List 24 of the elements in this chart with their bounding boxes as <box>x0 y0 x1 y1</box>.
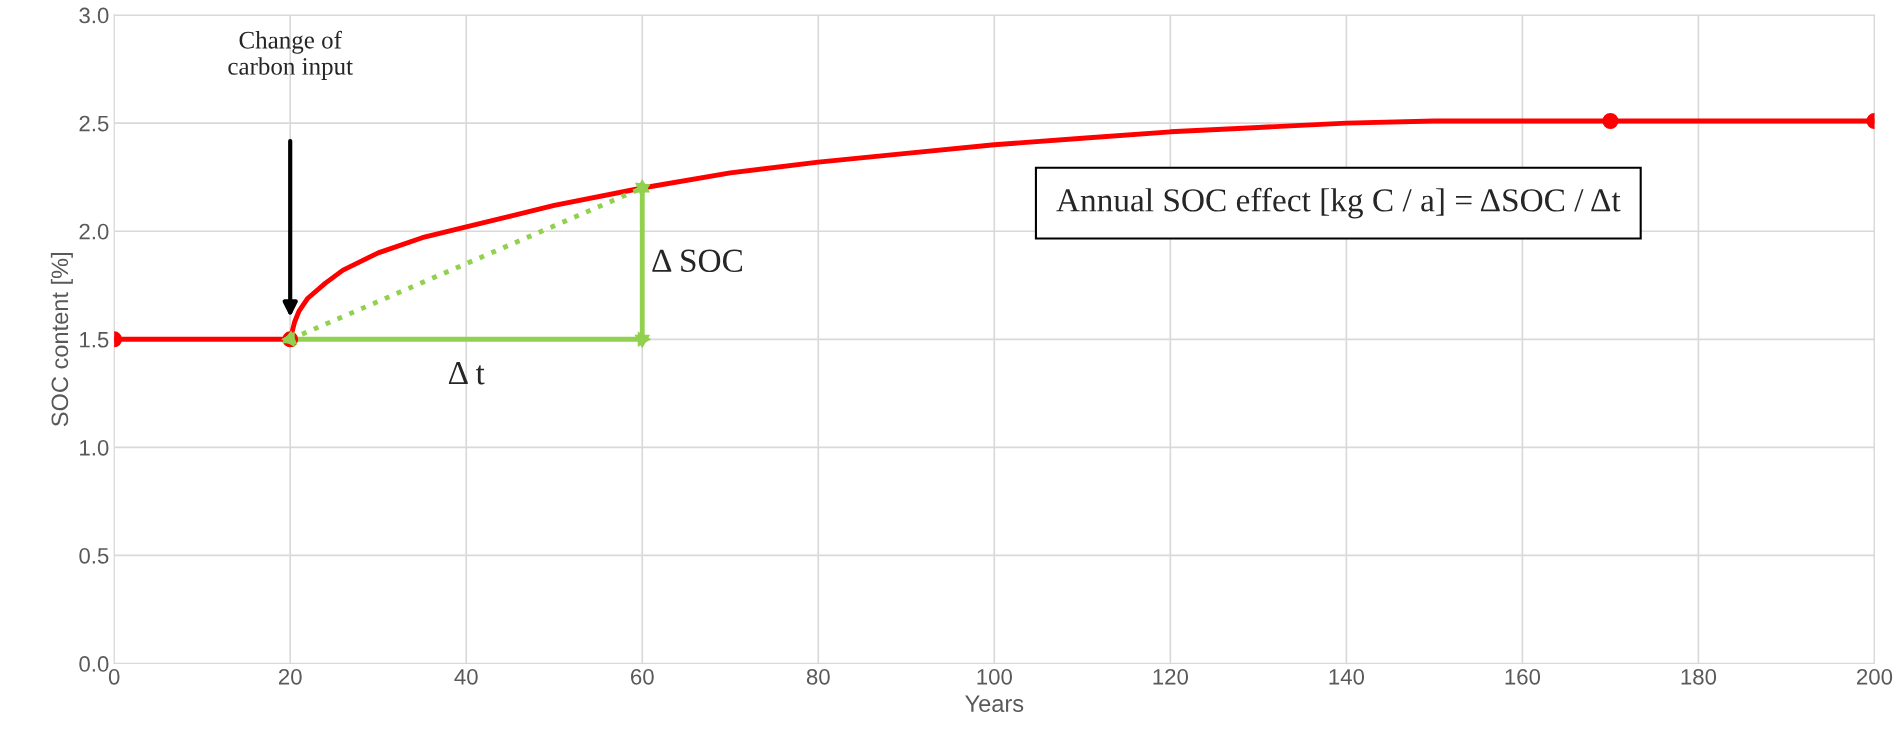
x-tick-label: 60 <box>631 668 654 685</box>
x-tick-label: 0 <box>108 668 120 685</box>
x-tick-label: 100 <box>977 668 1012 685</box>
annotation: Annual SOC effect [kg C / a] = ΔSOC / Δt <box>1056 187 1621 219</box>
x-tick-label: 20 <box>278 668 302 685</box>
x-tick-label: 40 <box>454 668 478 685</box>
x-tick-label: 120 <box>1153 668 1189 685</box>
y-tick-label: 2.0 <box>79 223 109 240</box>
x-tick-label: 140 <box>1329 668 1365 685</box>
y-tick-label: 2.5 <box>79 115 109 132</box>
x-tick-label: 80 <box>806 668 830 685</box>
y-tick-label: 0.0 <box>79 656 109 672</box>
y-tick-label: 1.0 <box>80 439 109 456</box>
x-tick-label: 200 <box>1857 668 1893 685</box>
y-tick-label: 1.5 <box>80 332 109 348</box>
annotation: Change of carbon input <box>228 30 353 80</box>
x-axis-title: Years <box>965 695 1024 712</box>
y-axis-title: SOC content [%] <box>50 253 73 427</box>
x-tick-label: 180 <box>1681 668 1717 685</box>
annotation: Δ t <box>448 362 485 385</box>
y-tick-label: 0.5 <box>79 547 109 564</box>
y-tick-label: 3.0 <box>79 7 109 24</box>
annotation: Δ SOC <box>652 249 743 272</box>
x-tick-label: 160 <box>1505 668 1541 685</box>
